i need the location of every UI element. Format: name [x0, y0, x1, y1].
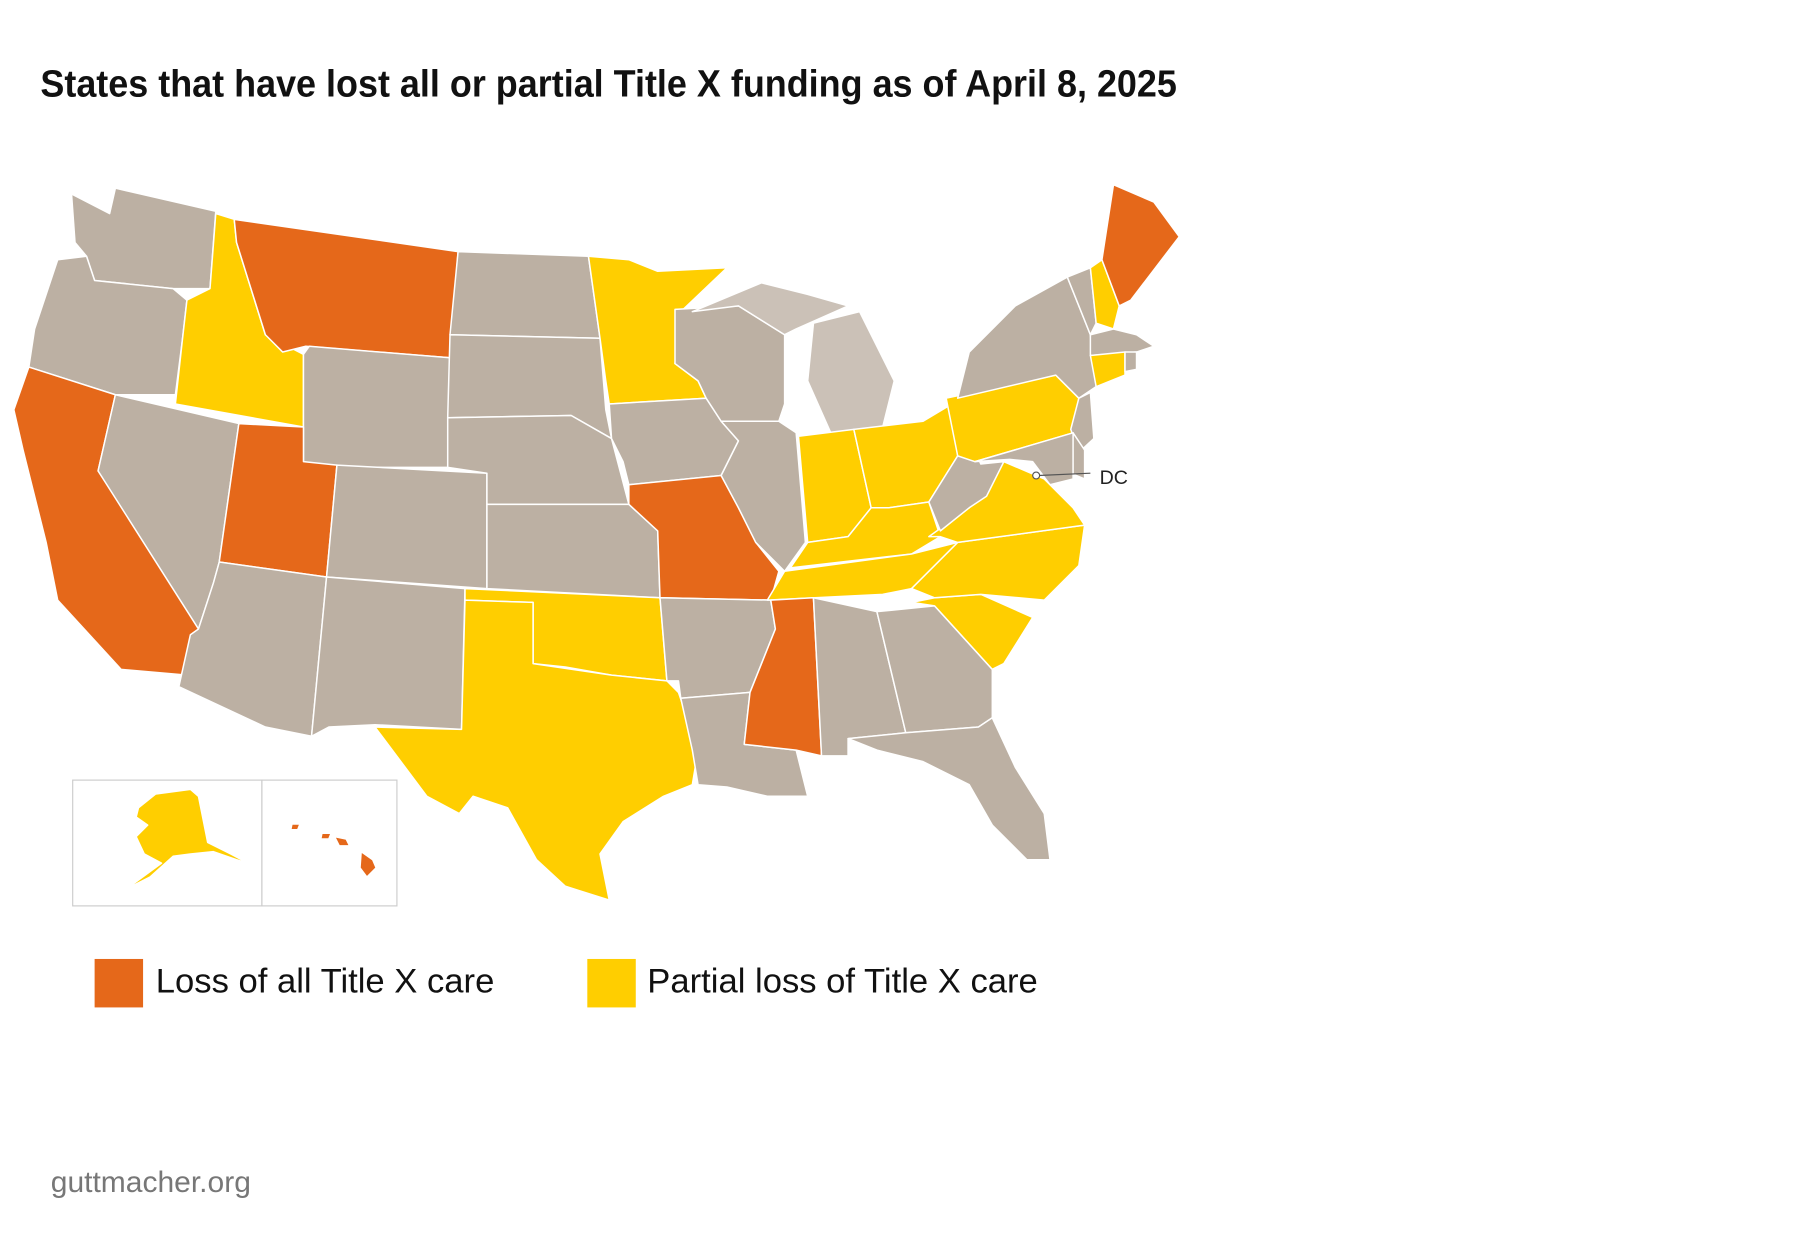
state [806, 310, 895, 434]
state [333, 835, 351, 847]
state [1089, 351, 1126, 388]
dc-label: DC [1100, 467, 1128, 489]
insets [72, 779, 398, 907]
state [70, 187, 217, 290]
state [359, 850, 377, 878]
title: States that have lost all or partial Tit… [40, 64, 1177, 106]
source: guttmacher.org [51, 1166, 251, 1199]
inset-frame [261, 779, 398, 907]
state [691, 282, 849, 336]
legend: Loss of all Title X care Partial loss of… [94, 958, 1038, 1008]
state [325, 464, 488, 590]
legend-swatch [94, 958, 144, 1008]
state [233, 218, 459, 359]
state [290, 823, 301, 831]
state [1101, 183, 1180, 307]
state [449, 250, 601, 339]
state [974, 432, 1074, 486]
state [1089, 258, 1120, 330]
state [126, 788, 249, 890]
state [720, 420, 807, 573]
state [486, 503, 661, 599]
us-map: DC [13, 183, 1180, 901]
legend-label: Loss of all Title X care [156, 962, 495, 1000]
state [302, 345, 451, 469]
state [374, 599, 699, 901]
dc-marker [1032, 471, 1041, 480]
state [310, 576, 466, 738]
state [28, 255, 188, 396]
state [1124, 351, 1138, 373]
state [847, 717, 1051, 861]
legend-swatch [587, 958, 636, 1008]
dc-leader [1038, 472, 1091, 477]
state [320, 832, 332, 840]
legend-label: Partial loss of Title X care [647, 962, 1037, 1000]
state [1089, 328, 1155, 357]
